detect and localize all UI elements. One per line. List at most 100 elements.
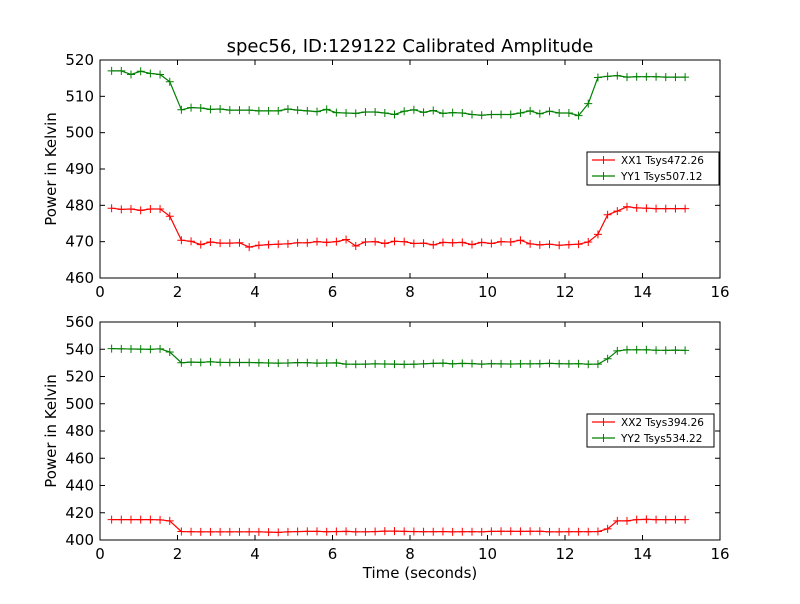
data-point bbox=[468, 359, 476, 368]
data-point bbox=[332, 108, 341, 117]
data-point bbox=[313, 107, 321, 116]
data-point bbox=[380, 359, 389, 368]
data-point bbox=[390, 110, 399, 119]
data-point bbox=[642, 204, 651, 213]
x-tick-label: 16 bbox=[710, 283, 729, 301]
x-tick-label: 10 bbox=[478, 545, 497, 563]
legend-box bbox=[586, 151, 720, 186]
data-point bbox=[313, 237, 321, 246]
data-point bbox=[107, 515, 116, 524]
data-point bbox=[661, 515, 670, 524]
data-point bbox=[487, 527, 496, 536]
data-point bbox=[438, 359, 447, 368]
data-point bbox=[390, 360, 399, 369]
data-point bbox=[642, 515, 651, 524]
data-point bbox=[448, 359, 457, 368]
data-point bbox=[245, 527, 254, 536]
data-point bbox=[177, 527, 186, 536]
data-point bbox=[497, 110, 506, 119]
data-point bbox=[254, 241, 263, 250]
data-point bbox=[671, 346, 680, 355]
legend-label: XX2 Tsys394.26 bbox=[621, 417, 704, 429]
data-point bbox=[555, 109, 564, 118]
data-point bbox=[419, 527, 428, 536]
data-point bbox=[117, 515, 126, 524]
data-point bbox=[245, 106, 254, 115]
data-point bbox=[136, 345, 145, 354]
data-point bbox=[593, 360, 602, 369]
data-point bbox=[283, 527, 292, 536]
data-point bbox=[127, 515, 135, 524]
data-point bbox=[584, 527, 593, 536]
data-point bbox=[429, 527, 438, 536]
data-point bbox=[332, 237, 341, 246]
data-point bbox=[351, 360, 360, 369]
data-point bbox=[632, 72, 641, 81]
data-point bbox=[429, 106, 438, 115]
x-tick-label: 4 bbox=[250, 283, 260, 301]
data-point bbox=[196, 358, 205, 367]
data-point bbox=[419, 108, 428, 117]
y-tick-label: 520 bbox=[65, 51, 94, 69]
data-point bbox=[458, 359, 467, 368]
data-point bbox=[603, 354, 612, 363]
data-point bbox=[187, 237, 196, 246]
data-point bbox=[477, 527, 486, 536]
data-point bbox=[593, 230, 602, 239]
data-point bbox=[332, 358, 341, 367]
data-point bbox=[535, 527, 544, 536]
data-point bbox=[603, 524, 612, 533]
data-point bbox=[235, 358, 244, 367]
y-tick-label: 470 bbox=[65, 233, 94, 251]
x-tick-label: 0 bbox=[95, 545, 105, 563]
data-point bbox=[574, 359, 583, 368]
data-point bbox=[613, 207, 622, 216]
data-point bbox=[468, 110, 476, 119]
x-tick-label: 10 bbox=[478, 283, 497, 301]
series-2 bbox=[107, 344, 690, 369]
y-tick-label: 490 bbox=[65, 160, 94, 178]
data-point bbox=[409, 527, 418, 536]
data-point bbox=[429, 240, 438, 249]
x-tick-label: 14 bbox=[633, 545, 652, 563]
data-point bbox=[603, 210, 612, 219]
data-point bbox=[603, 72, 612, 81]
data-point bbox=[293, 106, 302, 115]
data-point bbox=[613, 346, 622, 355]
data-point bbox=[165, 212, 174, 221]
data-point bbox=[187, 103, 196, 112]
data-point bbox=[322, 359, 331, 368]
data-point bbox=[593, 73, 602, 82]
data-point bbox=[458, 238, 467, 247]
data-point bbox=[652, 72, 661, 81]
data-point bbox=[632, 203, 641, 212]
data-point bbox=[506, 359, 515, 368]
data-point bbox=[506, 238, 515, 247]
data-point bbox=[371, 359, 380, 368]
data-point bbox=[652, 204, 661, 213]
data-point bbox=[535, 240, 544, 249]
y-tick-label: 510 bbox=[65, 87, 94, 105]
legend-marker bbox=[599, 418, 608, 426]
data-point bbox=[303, 358, 312, 367]
data-point bbox=[409, 239, 418, 248]
data-point bbox=[671, 204, 680, 213]
data-point bbox=[136, 515, 145, 524]
y-tick-label: 500 bbox=[65, 395, 94, 413]
data-point bbox=[196, 103, 205, 112]
legend-label: XX1 Tsys472.26 bbox=[621, 155, 704, 167]
data-point bbox=[419, 239, 428, 248]
data-point bbox=[187, 358, 196, 367]
data-point bbox=[206, 105, 215, 114]
data-point bbox=[264, 359, 273, 368]
data-point bbox=[361, 360, 370, 369]
data-point bbox=[652, 346, 661, 355]
data-point bbox=[584, 238, 593, 247]
legend-marker bbox=[599, 172, 608, 180]
data-point bbox=[526, 359, 535, 368]
data-point bbox=[448, 108, 457, 117]
data-point bbox=[196, 240, 205, 249]
y-tick-label: 480 bbox=[65, 196, 94, 214]
data-point bbox=[438, 238, 447, 247]
